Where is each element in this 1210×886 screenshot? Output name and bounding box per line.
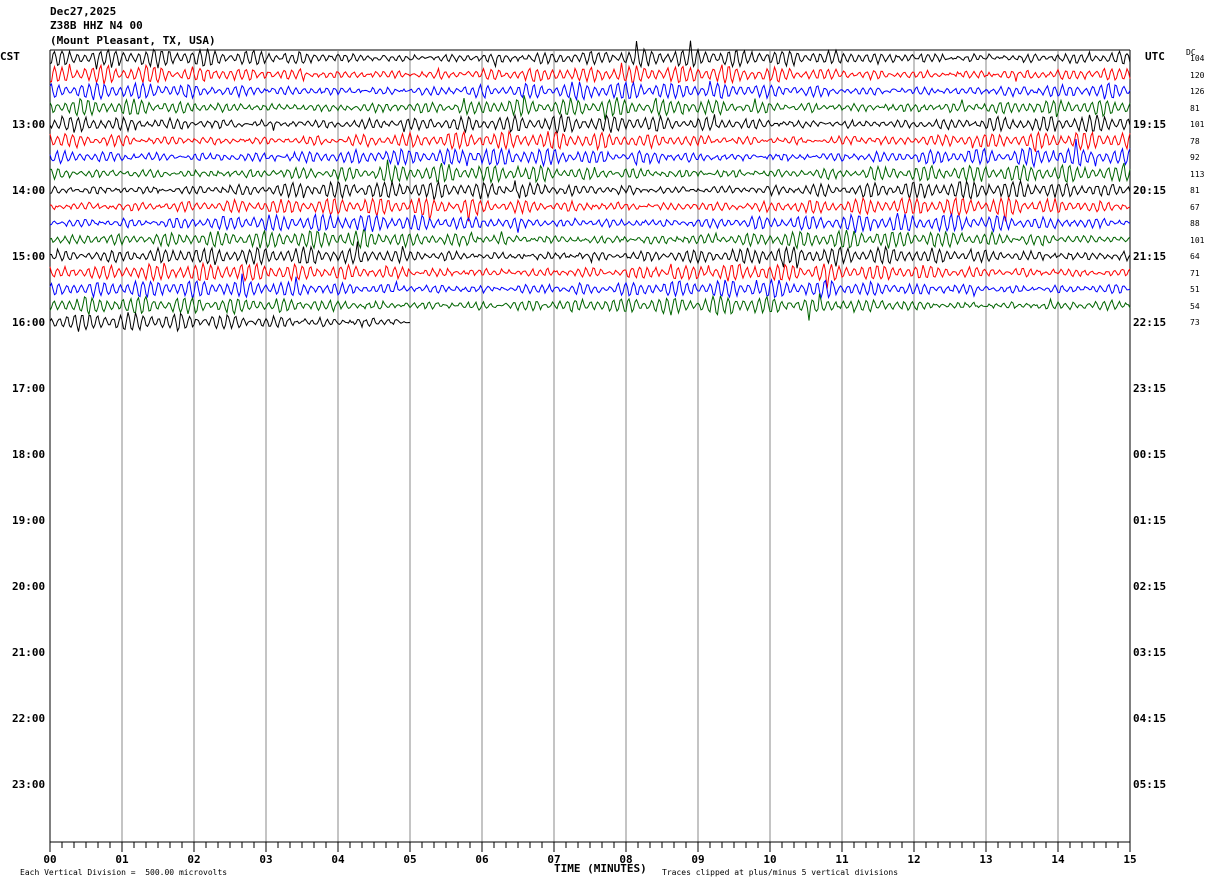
x-tick-label: 12 (907, 853, 920, 866)
left-hour-label: 18:00 (12, 448, 46, 461)
seismic-trace (49, 179, 1131, 201)
seismic-trace (49, 293, 1131, 321)
dc-offset-label: 101 (1190, 120, 1205, 129)
dc-offset-label: 104 (1190, 54, 1205, 63)
seismic-trace (49, 113, 1131, 136)
x-tick-label: 14 (1051, 853, 1065, 866)
dc-offset-label: 120 (1190, 70, 1205, 80)
seismic-trace (49, 62, 1131, 85)
seismic-trace (49, 228, 1131, 251)
dc-offset-label: 101 (1190, 235, 1205, 245)
left-hour-label: 22:00 (12, 712, 46, 725)
dc-offset-label: 92 (1190, 153, 1200, 162)
dc-offset-label: 54 (1190, 301, 1200, 311)
seismic-trace (49, 196, 1131, 222)
dc-offset-label: 88 (1190, 219, 1200, 228)
x-tick-label: 08 (619, 853, 632, 866)
dc-offset-label: 81 (1190, 103, 1200, 113)
x-tick-label: 13 (979, 853, 992, 866)
right-hour-label: 02:15 (1133, 580, 1167, 593)
dc-offset-label: 81 (1190, 186, 1200, 195)
x-tick-label: 10 (763, 853, 776, 866)
dc-offset-label: 126 (1190, 87, 1205, 96)
x-tick-label: 09 (691, 853, 704, 866)
seismic-trace (49, 40, 1131, 70)
x-axis-title: TIME (MINUTES) (554, 862, 647, 875)
right-hour-label: 22:15 (1133, 316, 1167, 329)
left-hour-label: 14:00 (12, 184, 46, 197)
x-tick-label: 05 (403, 853, 416, 866)
left-hour-label: 15:00 (12, 250, 46, 263)
dc-header-label: DC (1186, 48, 1196, 57)
right-hour-label: 04:15 (1133, 712, 1167, 725)
seismic-trace (49, 95, 1131, 120)
x-tick-label: 04 (331, 853, 345, 866)
seismic-trace (49, 139, 1131, 169)
seismic-trace (49, 129, 1131, 152)
seismic-trace (49, 241, 1131, 269)
left-hour-label: 16:00 (12, 316, 46, 329)
left-hour-label: 20:00 (12, 580, 46, 593)
seismic-traces (49, 40, 1131, 333)
left-hour-label: 23:00 (12, 778, 46, 791)
chart-station: Z38B HHZ N4 00 (50, 19, 143, 32)
left-hour-label: 13:00 (12, 118, 46, 131)
chart-location: (Mount Pleasant, TX, USA) (50, 34, 216, 47)
seismic-trace (49, 80, 1131, 102)
right-hour-label: 20:15 (1133, 184, 1167, 197)
clip-note: Traces clipped at plus/minus 5 vertical … (662, 868, 899, 877)
dc-offset-label: 78 (1190, 136, 1200, 146)
chart-date: Dec27,2025 (50, 5, 117, 18)
x-tick-label: 01 (115, 853, 129, 866)
seismic-trace (49, 159, 1131, 185)
grid-lines (49, 49, 1131, 842)
dc-offset-label: 73 (1190, 318, 1200, 327)
right-timezone-label: UTC (1145, 50, 1165, 63)
dc-offset-label: 51 (1190, 285, 1200, 294)
left-hour-label: 17:00 (12, 382, 46, 395)
dc-offset-label: 71 (1190, 268, 1200, 278)
right-hour-label: 00:15 (1133, 448, 1167, 461)
right-hour-label: 05:15 (1133, 778, 1167, 791)
scale-note: Each Vertical Division = 500.00 microvol… (20, 868, 228, 877)
x-tick-label: 07 (547, 853, 560, 866)
right-hour-label: 01:15 (1133, 514, 1167, 527)
left-timezone-label: CST (0, 50, 20, 63)
seismic-trace (49, 261, 1131, 290)
time-axis: 00 01 02 03 04 05 06 07 08 09 10 11 12 13 14 15 (43, 841, 1137, 866)
x-tick-label: 02 (187, 853, 200, 866)
dc-offset-label: 67 (1190, 202, 1200, 212)
x-tick-label: 00 (43, 853, 56, 866)
x-tick-label: 06 (475, 853, 489, 866)
x-tick-label: 03 (259, 853, 272, 866)
left-hour-label: 19:00 (12, 514, 46, 527)
seismic-trace (49, 212, 1131, 233)
seismic-trace (49, 273, 1131, 300)
x-tick-label: 15 (1123, 853, 1136, 866)
dc-offset-label: 64 (1190, 252, 1200, 261)
right-hour-label: 21:15 (1133, 250, 1167, 263)
right-hour-label: 19:15 (1133, 118, 1167, 131)
right-hour-label: 23:15 (1133, 382, 1167, 395)
right-hour-label: 03:15 (1133, 646, 1167, 659)
seismic-trace (49, 312, 411, 333)
dc-offset-label: 113 (1190, 169, 1205, 179)
x-tick-label: 11 (835, 853, 849, 866)
left-hour-label: 21:00 (12, 646, 46, 659)
